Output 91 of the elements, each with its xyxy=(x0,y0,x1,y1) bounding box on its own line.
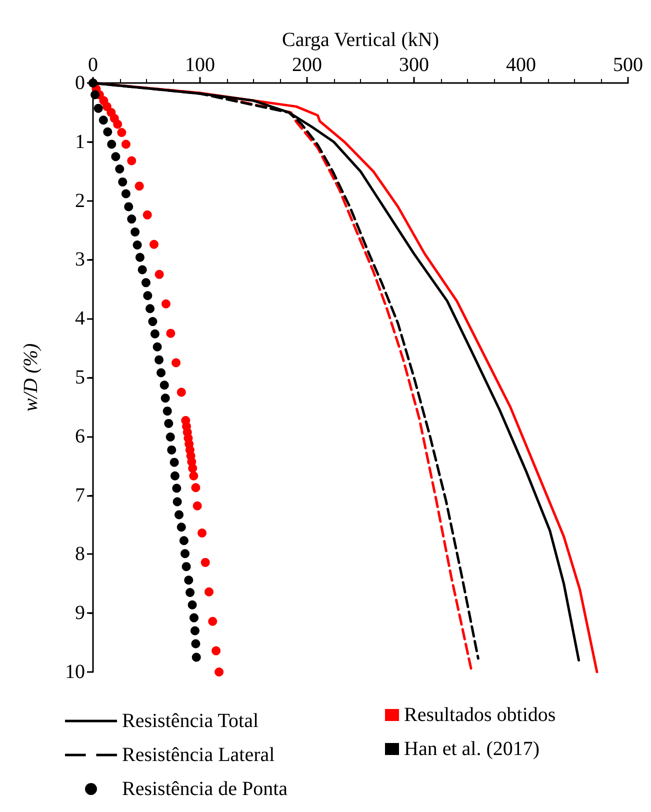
point xyxy=(154,270,164,279)
point xyxy=(191,483,200,492)
point xyxy=(172,484,182,493)
legend-label: Han et al. (2017) xyxy=(404,738,540,760)
point xyxy=(117,128,126,137)
point xyxy=(172,358,181,368)
point xyxy=(142,210,152,220)
point xyxy=(94,104,103,113)
x-tick-label: 500 xyxy=(613,54,643,76)
point xyxy=(127,214,136,224)
point xyxy=(127,156,136,166)
legend-label: Resistência de Ponta xyxy=(122,778,288,800)
point xyxy=(174,510,184,520)
point xyxy=(160,380,169,390)
point xyxy=(162,406,172,416)
point xyxy=(190,626,200,636)
legend-label: Resistência Total xyxy=(122,710,259,732)
point xyxy=(192,652,201,662)
point xyxy=(191,639,200,648)
y-tick-label: 7 xyxy=(75,484,85,506)
point xyxy=(192,501,202,510)
x-tick-label: 400 xyxy=(506,54,536,76)
point xyxy=(148,317,158,326)
point xyxy=(156,368,166,378)
point xyxy=(102,102,112,112)
point xyxy=(118,177,128,186)
x-tick-label: 100 xyxy=(185,54,215,76)
point xyxy=(132,240,142,250)
y-tick-label: 1 xyxy=(75,130,85,153)
point xyxy=(179,536,188,546)
legend-label: Resultados obtidos xyxy=(404,704,556,726)
point xyxy=(154,355,164,364)
y-tick-label: 4 xyxy=(75,308,85,330)
y-tick-label: 8 xyxy=(75,543,85,566)
point xyxy=(124,202,134,212)
y-tick-label: 5 xyxy=(75,366,85,388)
point xyxy=(172,497,182,506)
point xyxy=(134,182,144,191)
point xyxy=(152,342,162,352)
point xyxy=(115,164,124,174)
point xyxy=(189,471,198,480)
x-tick-label: 200 xyxy=(292,54,322,76)
point xyxy=(208,616,218,626)
point xyxy=(98,116,108,125)
point xyxy=(170,458,179,467)
point xyxy=(200,558,210,567)
point xyxy=(180,549,190,558)
point xyxy=(161,299,170,308)
point xyxy=(141,278,150,288)
y-tick-label: 10 xyxy=(65,661,85,683)
point xyxy=(146,304,155,314)
point xyxy=(212,646,221,656)
point xyxy=(190,613,199,622)
point xyxy=(198,528,207,538)
point xyxy=(188,464,198,473)
y-tick-label: 2 xyxy=(75,190,85,212)
point xyxy=(143,291,152,300)
point xyxy=(107,140,116,149)
y-tick-label: 6 xyxy=(75,425,85,448)
point xyxy=(176,388,186,397)
point xyxy=(164,418,174,428)
point xyxy=(167,445,176,454)
legend-label: Resistência Lateral xyxy=(122,744,276,766)
point xyxy=(103,127,112,136)
point xyxy=(166,432,175,442)
point xyxy=(135,252,144,262)
point xyxy=(176,522,186,532)
y-tick-label: 0 xyxy=(75,72,85,94)
point xyxy=(130,228,140,237)
point xyxy=(121,189,130,198)
point xyxy=(121,140,130,149)
point xyxy=(150,329,160,338)
point xyxy=(160,394,170,403)
point xyxy=(111,152,120,162)
y-axis-title: w/D (%) xyxy=(20,343,42,412)
point xyxy=(138,265,147,274)
point xyxy=(90,90,100,100)
y-tick-label: 9 xyxy=(75,602,85,624)
point xyxy=(166,328,176,338)
y-tick-label: 3 xyxy=(75,248,85,271)
x-tick-label: 300 xyxy=(399,54,429,76)
point xyxy=(170,471,180,480)
point xyxy=(184,576,194,585)
point xyxy=(214,668,224,676)
x-axis-title: Carga Vertical (kN) xyxy=(282,29,439,52)
point xyxy=(186,588,195,597)
point xyxy=(204,587,214,596)
point xyxy=(113,120,122,129)
point xyxy=(188,600,197,610)
point xyxy=(150,240,158,249)
point xyxy=(182,562,191,572)
